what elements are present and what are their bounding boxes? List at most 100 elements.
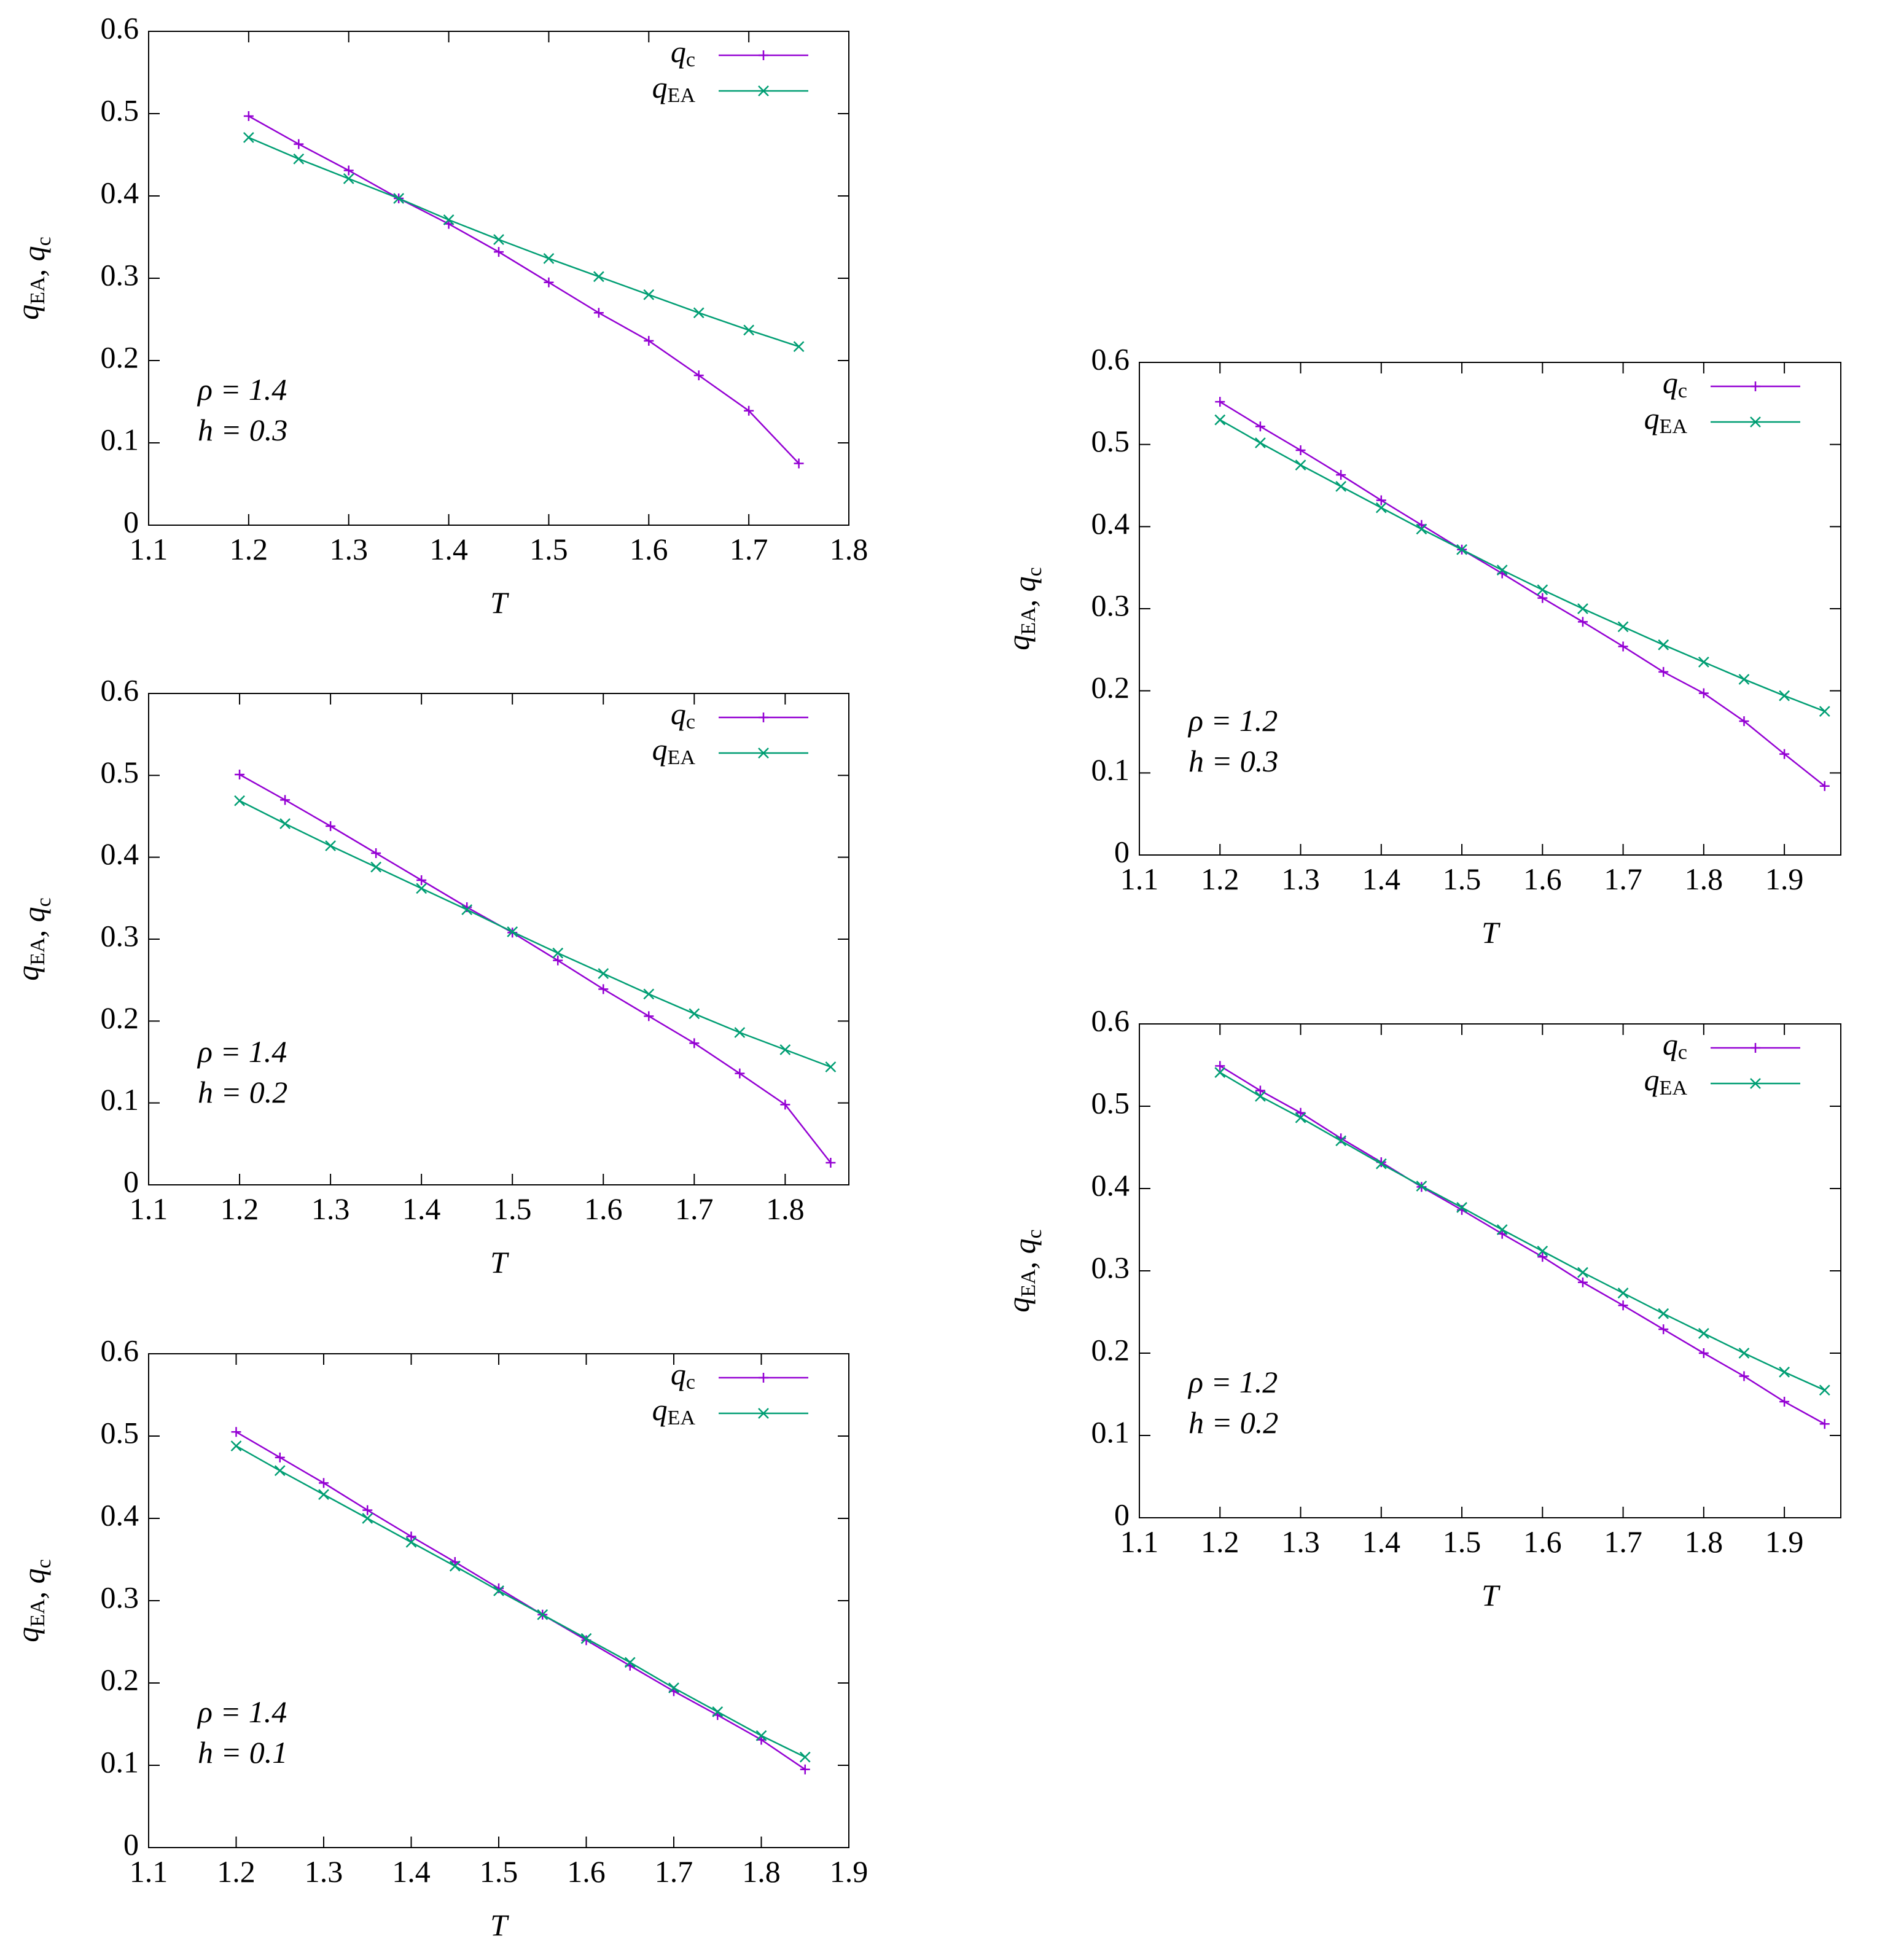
- series-line: [239, 773, 832, 1163]
- data-point: [371, 848, 381, 858]
- data-point: [1779, 1366, 1790, 1378]
- data-point: [1537, 1252, 1548, 1262]
- data-point: [552, 947, 564, 959]
- x-tick-label: 1.4: [1362, 1525, 1401, 1559]
- x-tick-label: 1.3: [329, 532, 368, 566]
- data-point: [1779, 749, 1790, 759]
- data-point: [443, 214, 455, 225]
- x-tick-label: 1.8: [1685, 1525, 1723, 1559]
- x-tick-label: 1.3: [1281, 1525, 1320, 1559]
- data-point: [493, 234, 504, 245]
- y-tick-label: 0.3: [1091, 588, 1130, 622]
- y-tick-label: 0.2: [1091, 1332, 1130, 1367]
- x-tick-label: 1.2: [230, 532, 268, 566]
- y-tick-label: 0.6: [101, 10, 139, 45]
- data-point: [1618, 1300, 1628, 1311]
- annotation: h = 0.2: [1188, 1405, 1278, 1440]
- y-tick-label: 0.1: [101, 1082, 139, 1117]
- data-point: [294, 139, 304, 149]
- data-point: [1335, 1135, 1347, 1147]
- x-tick-label: 1.4: [392, 1854, 431, 1889]
- x-tick-label: 1.1: [130, 1192, 168, 1226]
- chart: 0 0.1 0.2 0.3 0.4 0.5 0.6 1.1 1.2 1.3 1.4 1.5 1.6 1.7…: [10, 673, 849, 1279]
- y-tick-label: 0.2: [101, 1001, 139, 1035]
- data-point: [1375, 1158, 1387, 1169]
- data-point: [279, 818, 291, 829]
- x-tick-label: 1.2: [1201, 1525, 1239, 1559]
- series-line: [235, 1431, 806, 1770]
- data-point: [318, 1489, 329, 1501]
- data-point: [799, 1751, 811, 1763]
- series-line: [248, 136, 799, 348]
- x-tick-label: 1.7: [1604, 1525, 1642, 1559]
- x-tick-label: 1.7: [730, 532, 768, 566]
- data-point: [405, 1536, 417, 1548]
- data-point: [755, 1730, 767, 1741]
- annotation: h = 0.2: [198, 1075, 287, 1109]
- chart: 0 0.1 0.2 0.3 0.4 0.5 0.6 1.1 1.2 1.3 1.4 1.5 1.6 1.7…: [10, 10, 868, 620]
- data-point: [1819, 1419, 1830, 1429]
- x-tick-label: 1.6: [1523, 862, 1562, 896]
- annotation: ρ = 1.2: [1187, 1365, 1278, 1399]
- data-point: [1698, 1327, 1709, 1339]
- x-tick-label: 1.5: [493, 1192, 532, 1226]
- data-point: [544, 277, 554, 287]
- data-point: [234, 795, 245, 806]
- y-tick-label: 0.2: [101, 1662, 139, 1696]
- data-point: [1416, 523, 1427, 535]
- data-point: [1819, 706, 1830, 717]
- legend-label: qc: [671, 1357, 695, 1393]
- data-point: [243, 111, 254, 122]
- data-point: [231, 1427, 241, 1437]
- annotation: h = 0.1: [198, 1735, 287, 1770]
- data-point: [1537, 593, 1548, 603]
- plot-frame: [1139, 1023, 1841, 1518]
- legend-label: qEA: [652, 1392, 696, 1429]
- legend-label: qc: [1663, 365, 1687, 402]
- legend-marker: [1751, 381, 1760, 391]
- x-tick-label: 1.4: [1362, 862, 1401, 896]
- data-point: [1617, 1287, 1629, 1299]
- y-tick-label: 0: [123, 1827, 139, 1861]
- x-tick-label: 1.2: [217, 1854, 256, 1889]
- annotation: h = 0.3: [1188, 744, 1278, 778]
- annotation: h = 0.3: [198, 413, 287, 447]
- data-point: [593, 308, 604, 318]
- data-point: [624, 1657, 636, 1668]
- data-point: [543, 252, 555, 264]
- data-point: [1496, 1224, 1508, 1235]
- x-tick-label: 1.3: [1281, 862, 1320, 896]
- data-point: [1779, 1397, 1790, 1407]
- legend-marker: [1750, 416, 1761, 428]
- data-point: [243, 131, 254, 143]
- y-tick-label: 0.5: [101, 1415, 139, 1450]
- chart: 0 0.1 0.2 0.3 0.4 0.5 0.6 1.1 1.2 1.3 1.4 1.5 1.6 1.7…: [1001, 342, 1841, 950]
- data-point: [1658, 666, 1669, 677]
- data-point: [494, 247, 504, 257]
- chart: 0 0.1 0.2 0.3 0.4 0.5 0.6 1.1 1.2 1.3 1.4 1.5 1.6 1.7…: [10, 1333, 868, 1942]
- data-point: [325, 840, 336, 851]
- data-point: [779, 1044, 791, 1055]
- data-point: [1577, 603, 1588, 614]
- legend-label: qEA: [1644, 401, 1688, 437]
- annotation: ρ = 1.4: [197, 1695, 287, 1729]
- y-tick-label: 0.5: [101, 93, 139, 127]
- data-point: [1456, 544, 1467, 555]
- x-tick-label: 1.2: [221, 1192, 259, 1226]
- data-point: [1215, 1061, 1225, 1071]
- data-point: [1577, 617, 1588, 627]
- y-tick-label: 0.4: [101, 837, 139, 871]
- x-tick-label: 1.6: [584, 1192, 623, 1226]
- x-axis-label: T: [490, 585, 509, 620]
- y-tick-label: 0: [123, 504, 139, 539]
- data-point: [1295, 1112, 1306, 1123]
- y-tick-label: 0.6: [1091, 1003, 1130, 1037]
- plot-frame: [1139, 362, 1841, 856]
- x-tick-label: 1.8: [766, 1192, 805, 1226]
- data-point: [1295, 445, 1306, 456]
- data-point: [1738, 1348, 1750, 1359]
- x-tick-label: 1.6: [567, 1854, 606, 1889]
